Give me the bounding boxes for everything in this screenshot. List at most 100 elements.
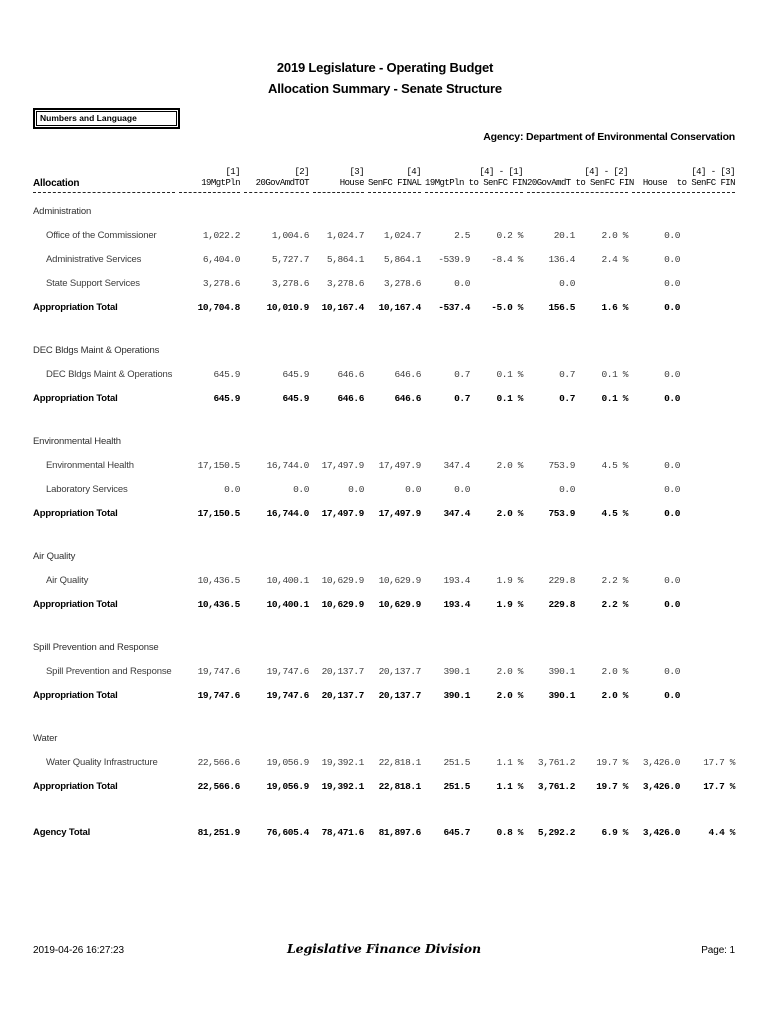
cell-d2n: 3,761.2 xyxy=(537,781,576,792)
cell-v1: 19,747.6 xyxy=(197,690,241,701)
cell-d1p: 0.1 % xyxy=(496,369,523,380)
cell-v2: 19,747.6 xyxy=(266,666,310,677)
page-number: Page: 1 xyxy=(701,945,735,956)
allocation-label: Agency Total xyxy=(33,827,91,838)
agency-total-row: Agency Total 81,251.9 76,605.4 78,471.6 81,8… xyxy=(33,814,735,838)
col-ref-4-2: [4] - [2] xyxy=(584,167,628,177)
allocation-row: Spill Prevention and Response 19,747.6 19,… xyxy=(33,653,735,677)
cell-d2p: 19.7 % xyxy=(596,757,628,768)
cell-d2n: 0.7 xyxy=(559,393,575,404)
cell-d1n: 251.5 xyxy=(443,757,470,768)
report-timestamp: 2019-04-26 16:27:23 xyxy=(33,945,124,956)
cell-v1: 17,150.5 xyxy=(197,460,241,471)
section-header-row: Water xyxy=(33,720,735,744)
cell-d3n: 0.0 xyxy=(664,508,680,519)
cell-v4: 5,864.1 xyxy=(383,254,422,265)
cell-v2: 645.9 xyxy=(282,393,309,404)
allocation-row: Water Quality Infrastructure 22,566.6 19,0… xyxy=(33,744,735,768)
cell-d1n: 390.1 xyxy=(443,666,470,677)
cell-v1: 10,704.8 xyxy=(197,302,241,313)
cell-v3: 1,024.7 xyxy=(326,230,365,241)
cell-d1p: -5.0 % xyxy=(491,302,523,313)
cell-d3n: 3,426.0 xyxy=(642,827,681,838)
cell-d2p: 1.6 % xyxy=(601,302,628,313)
budget-section: Air Quality Air Quality 10,436.5 10,400.1 10… xyxy=(33,538,735,610)
col-header-house: House xyxy=(313,178,365,193)
cell-d1p: 2.0 % xyxy=(496,690,523,701)
cell-d1n: 193.4 xyxy=(443,599,470,610)
cell-v4: 17,497.9 xyxy=(378,508,422,519)
cell-v4: 1,024.7 xyxy=(383,230,422,241)
page-footer: 2019-04-26 16:27:23 Legislative Finance … xyxy=(33,941,735,956)
cell-d1n: 0.7 xyxy=(454,369,470,380)
allocation-table: [1] [2] [3] [4] [4] - [1] [4] - [2] [4] … xyxy=(33,163,736,838)
budget-section: Water Water Quality Infrastructure 22,566.… xyxy=(33,720,735,792)
section-title: Administration xyxy=(33,206,92,217)
cell-d2p: 19.7 % xyxy=(596,781,628,792)
cell-v2: 0.0 xyxy=(293,484,309,495)
cell-v2: 1,004.6 xyxy=(271,230,310,241)
cell-d2p: 0.1 % xyxy=(601,369,628,380)
cell-v1: 0.0 xyxy=(224,484,240,495)
allocation-row: Office of the Commissioner 1,022.2 1,004.6… xyxy=(33,217,735,241)
cell-d1n: 193.4 xyxy=(443,575,470,586)
cell-d1n: 2.5 xyxy=(454,230,470,241)
appropriation-total-row: Appropriation Total 10,704.8 10,010.9 10,16… xyxy=(33,289,735,313)
cell-d2n: 136.4 xyxy=(548,254,575,265)
cell-d1p: -8.4 % xyxy=(491,254,523,265)
cell-d1n: -537.4 xyxy=(438,302,470,313)
col-ref-4: [4] xyxy=(406,167,421,177)
cell-d1n: 347.4 xyxy=(443,508,470,519)
numbers-language-label: Numbers and Language xyxy=(36,111,177,126)
cell-v1: 6,404.0 xyxy=(202,254,241,265)
cell-v1: 10,436.5 xyxy=(197,599,241,610)
allocation-column-header: Allocation xyxy=(33,178,175,193)
cell-d1p: 1.1 % xyxy=(496,757,523,768)
cell-v2: 19,056.9 xyxy=(266,781,310,792)
agency-total-block: Agency Total 81,251.9 76,605.4 78,471.6 81,8… xyxy=(33,814,735,838)
appropriation-total-row: Appropriation Total 645.9 645.9 646.6 646.6 0… xyxy=(33,380,735,404)
cell-v1: 10,436.5 xyxy=(197,575,241,586)
cell-d1p: 1.9 % xyxy=(496,599,523,610)
cell-d1n: 645.7 xyxy=(443,827,470,838)
division-signature: Legislative Finance Division xyxy=(286,941,482,956)
appropriation-total-row: Appropriation Total 19,747.6 19,747.6 20,13… xyxy=(33,677,735,701)
cell-v1: 645.9 xyxy=(213,369,240,380)
allocation-label: Appropriation Total xyxy=(33,599,118,610)
cell-v1: 17,150.5 xyxy=(197,508,241,519)
table-header-tier2: Allocation 19MgtPln 20GovAmdTOT House Se… xyxy=(33,178,736,193)
col-header-house-to-senfc: House to SenFC FIN xyxy=(632,178,736,193)
cell-v4: 20,137.7 xyxy=(378,690,422,701)
section-title: DEC Bldgs Maint & Operations xyxy=(33,345,160,356)
cell-d3n: 0.0 xyxy=(664,369,680,380)
cell-v3: 10,629.9 xyxy=(321,575,365,586)
cell-v1: 22,566.6 xyxy=(197,781,241,792)
col-header-senfc-final: SenFC FINAL xyxy=(368,178,422,193)
section-title: Water xyxy=(33,733,58,744)
cell-d2p: 2.0 % xyxy=(601,230,628,241)
allocation-label: Appropriation Total xyxy=(33,690,118,701)
allocation-label: Appropriation Total xyxy=(33,781,118,792)
cell-d2p: 0.1 % xyxy=(601,393,628,404)
allocation-row: State Support Services 3,278.6 3,278.6 3,27… xyxy=(33,265,735,289)
cell-v2: 19,056.9 xyxy=(266,757,310,768)
budget-section: Environmental Health Environmental Health… xyxy=(33,423,735,519)
cell-d1p: 0.2 % xyxy=(496,230,523,241)
cell-d2n: 0.0 xyxy=(559,278,575,289)
cell-v2: 76,605.4 xyxy=(266,827,310,838)
cell-d2p: 4.5 % xyxy=(601,508,628,519)
cell-v3: 19,392.1 xyxy=(321,781,365,792)
cell-v3: 646.6 xyxy=(337,369,364,380)
page-subtitle: Allocation Summary - Senate Structure xyxy=(268,81,502,96)
section-header-row: Spill Prevention and Response xyxy=(33,629,735,653)
cell-d1p: 2.0 % xyxy=(496,666,523,677)
cell-v4: 646.6 xyxy=(394,393,421,404)
cell-v4: 3,278.6 xyxy=(383,278,422,289)
col-ref-3: [3] xyxy=(349,167,364,177)
cell-v3: 646.6 xyxy=(337,393,364,404)
cell-d1p: 2.0 % xyxy=(496,508,523,519)
col-ref-4-1: [4] - [1] xyxy=(479,167,523,177)
cell-v3: 19,392.1 xyxy=(321,757,365,768)
allocation-label: Spill Prevention and Response xyxy=(46,666,172,677)
